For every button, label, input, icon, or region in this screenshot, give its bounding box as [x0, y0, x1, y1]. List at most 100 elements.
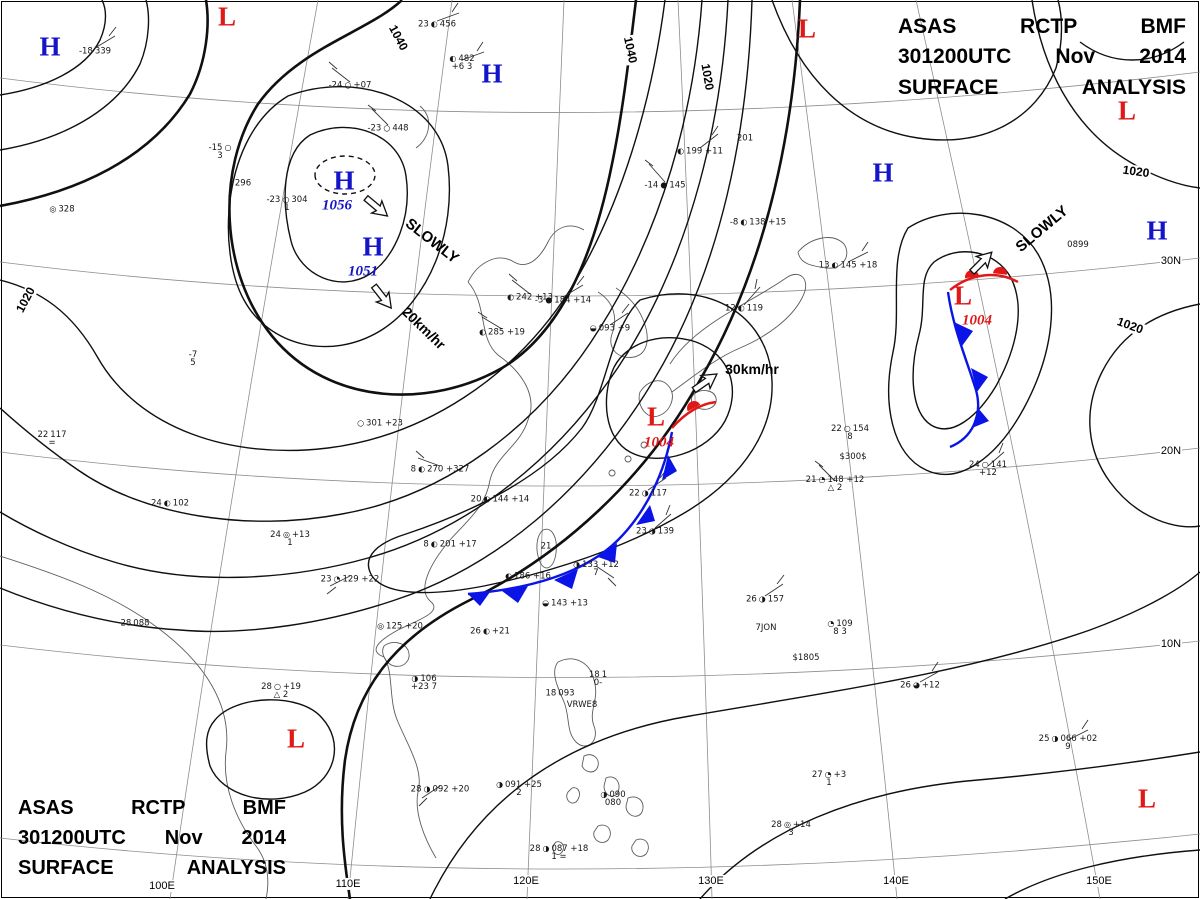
station-value: 088	[133, 618, 150, 629]
station-plot: 24 ◎ +13 1	[270, 530, 310, 549]
longitude-label: 150E	[1085, 874, 1113, 888]
station-value: 22	[628, 488, 640, 499]
station-value: -8	[729, 217, 739, 228]
station-symbol: ○	[383, 123, 391, 133]
motion-annotation: SLOWLY	[402, 214, 462, 268]
station-value: +3	[833, 770, 847, 781]
station-symbol: ○	[344, 80, 352, 90]
station-symbol: ◑	[411, 674, 419, 684]
isobar	[0, 0, 703, 522]
station-plot: 12 ◐ 119	[725, 303, 764, 314]
low-pressure-symbol: L	[1137, 783, 1157, 814]
station-value: 154	[852, 424, 870, 435]
isobar-1020	[340, 0, 802, 899]
station-value: 28	[771, 820, 782, 831]
station-plot: 201	[737, 133, 753, 143]
parallel-line	[0, 640, 1200, 678]
station-symbol: ◐	[430, 19, 438, 29]
station-value: 18	[545, 688, 557, 699]
station-plot: ○ 301 +23	[357, 418, 403, 428]
station-value: -23	[266, 195, 281, 206]
station-value: 093	[558, 688, 575, 699]
station-value: 27	[811, 770, 823, 781]
station-extra: $1805	[792, 652, 820, 663]
station-value: 339	[94, 46, 112, 57]
title-block-bottom: ASAS RCTP BMF 301200UTC Nov 2014 SURFACE…	[18, 793, 286, 883]
station-value: 119	[746, 303, 764, 314]
station-plot: ◎ 328	[49, 204, 74, 214]
station-plot: $300$	[839, 452, 866, 462]
station-symbol: ◎	[377, 621, 385, 631]
station-plot: -18 339	[78, 46, 112, 57]
station-value: 092 +20	[432, 784, 470, 795]
station-plot: -3 ● 184 +14	[535, 295, 591, 305]
station-value: 242 +13	[516, 292, 553, 303]
station-value: 093 +9	[598, 323, 631, 334]
station-value: +07	[353, 80, 372, 91]
wind-barb	[1067, 719, 1089, 741]
isobar-label: 1020	[13, 284, 39, 316]
station-value: 8	[423, 539, 429, 550]
parallel-line	[0, 71, 1200, 113]
station-value: 199 +11	[686, 146, 723, 157]
station-symbol: ◒	[542, 598, 550, 608]
longitude-label: 130E	[697, 874, 725, 888]
station-plot: 8 ◐ 201 +17	[423, 539, 476, 550]
station-extra: 1 =	[551, 852, 567, 863]
chart-type: SURFACE ANALYSIS	[18, 857, 286, 879]
station-symbol: ○	[282, 195, 290, 205]
station-value: 18	[588, 670, 600, 681]
station-value: +13	[291, 530, 310, 541]
longitude-label: 110E	[334, 877, 362, 891]
station-value: 091 +25	[505, 780, 542, 791]
station-extra: 1	[284, 203, 290, 214]
parallel-line	[0, 833, 1200, 870]
station-symbol: ◔	[824, 770, 832, 780]
isobar-label: 1020	[698, 61, 717, 93]
station-symbol: ◑	[542, 844, 550, 854]
station-plot: 28 ◑ 087 +18 1 =	[530, 844, 589, 863]
station-plot: 8 ◐ 270 +327	[411, 464, 470, 474]
cold-front-triangle	[598, 543, 617, 563]
coastline-shikoku	[690, 390, 717, 410]
isobar	[888, 212, 1053, 475]
station-value: 21	[805, 475, 817, 486]
station-value: 141	[990, 460, 1008, 471]
station-plot: 25 ◑ 066 +02 9	[1039, 734, 1098, 753]
pressure-center-value: 1051	[348, 263, 378, 280]
station-symbol: ◐	[507, 292, 515, 302]
station-plot: 21	[541, 541, 552, 551]
station-plot: ◑ 090 080	[600, 790, 625, 809]
station-symbol: ◐	[505, 571, 513, 581]
station-value: 22	[830, 424, 842, 435]
station-plot: 28 ○ +19 △ 2	[261, 682, 301, 701]
station-value: -18	[78, 46, 93, 57]
station-symbol: ◑	[758, 594, 766, 604]
station-value: 482	[458, 54, 475, 65]
wind-barb	[94, 26, 117, 49]
high-pressure-symbol: H	[333, 165, 355, 196]
station-value: 066 +02	[1060, 734, 1098, 745]
wind-barb	[609, 303, 630, 326]
pressure-center-value: 1004	[644, 434, 674, 451]
parallel-line	[0, 257, 1200, 297]
wind-barb	[919, 661, 939, 683]
motion-arrow	[968, 251, 993, 276]
coastline-japan	[638, 273, 807, 418]
high-pressure-symbol: H	[1146, 215, 1168, 246]
low-pressure-symbol: L	[646, 401, 666, 432]
station-value: 1	[601, 670, 608, 681]
station-value: 28	[261, 682, 272, 693]
station-plot: -8 ◐ 138 +15	[729, 217, 786, 228]
station-plot: ◐ 285 +19	[479, 327, 525, 337]
valid-time: 301200UTC Nov 2014	[18, 827, 286, 849]
station-plot: 18 093	[545, 688, 575, 699]
station-value: 145	[669, 180, 686, 191]
station-value: -7	[188, 350, 198, 361]
station-extra: 8 3	[833, 627, 847, 638]
station-value: 145 +18	[840, 260, 878, 271]
low-pressure-symbol: L	[953, 280, 973, 311]
wind-barb	[743, 278, 761, 306]
warm-front-east	[949, 267, 1019, 291]
